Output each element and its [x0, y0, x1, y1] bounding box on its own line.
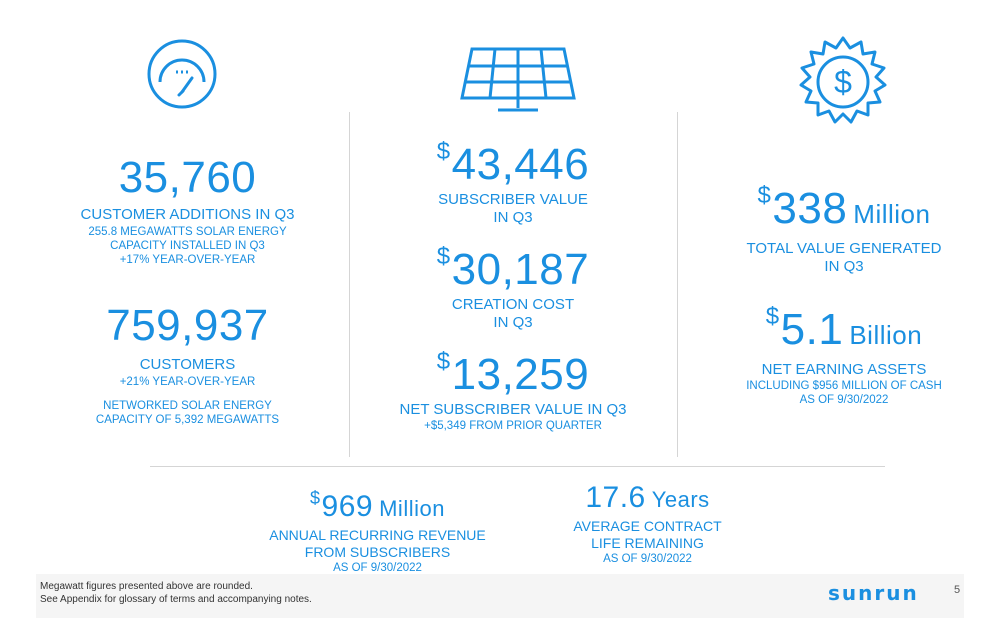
stat-customers: 759,937 CUSTOMERS +21% YEAR-OVER-YEAR NE…: [40, 302, 335, 427]
stat-annual-recurring-revenue: $969 Million ANNUAL RECURRING REVENUE FRO…: [240, 480, 515, 575]
currency-symbol: $: [765, 303, 780, 330]
contract-life-as-of: AS OF 9/30/2022: [603, 553, 692, 565]
customers-value: 759,937: [106, 301, 269, 350]
creation-cost-label-line2: IN Q3: [493, 314, 533, 331]
sunrun-logo: sunrun: [828, 581, 919, 605]
currency-symbol: $: [436, 348, 451, 375]
dollar-badge-icon: $: [799, 36, 887, 124]
networked-capacity-line1: NETWORKED SOLAR ENERGY: [103, 400, 272, 412]
footnote-appendix: See Appendix for glossary of terms and a…: [40, 594, 312, 605]
creation-cost-amount: 30,187: [451, 245, 590, 294]
svg-text:$: $: [834, 64, 852, 100]
net-earning-assets-amount: 5.1: [780, 305, 844, 354]
net-earning-assets-label: NET EARNING ASSETS: [761, 361, 927, 378]
subscriber-value-amount: 43,446: [451, 140, 590, 189]
creation-cost-label-line1: CREATION COST: [451, 296, 575, 313]
net-subscriber-value-change: +$5,349 FROM PRIOR QUARTER: [424, 420, 602, 432]
total-value-amount: 338: [772, 184, 848, 233]
total-value-label-line2: IN Q3: [824, 258, 864, 275]
networked-capacity-line2: CAPACITY OF 5,392 MEGAWATTS: [95, 414, 280, 426]
customers-label: CUSTOMERS: [139, 356, 236, 373]
capacity-installed-line3: +17% YEAR-OVER-YEAR: [119, 254, 256, 266]
capacity-installed-line1: 255.8 MEGAWATTS SOLAR ENERGY: [88, 226, 287, 238]
net-subscriber-value-amount: 13,259: [451, 350, 590, 399]
arr-unit: Million: [379, 496, 445, 521]
customer-additions-label: CUSTOMER ADDITIONS IN Q3: [80, 206, 295, 223]
net-earning-assets-sub-line1: INCLUDING $956 MILLION OF CASH: [746, 380, 942, 392]
customers-growth: +21% YEAR-OVER-YEAR: [119, 376, 256, 388]
contract-life-amount: 17.6: [585, 481, 646, 514]
stat-customer-additions: 35,760 CUSTOMER ADDITIONS IN Q3 255.8 ME…: [40, 154, 335, 267]
net-earning-assets-sub-line2: AS OF 9/30/2022: [799, 394, 889, 406]
net-earning-assets-unit: Billion: [849, 320, 923, 350]
solar-panel-icon: [460, 47, 576, 112]
arr-amount: 969: [321, 490, 374, 523]
divider-right: [677, 112, 678, 457]
currency-symbol: $: [436, 243, 451, 270]
stat-net-earning-assets: $5.1 Billion NET EARNING ASSETS INCLUDING…: [688, 293, 1000, 407]
divider-bottom: [150, 466, 885, 467]
stat-creation-cost: $30,187 CREATION COST IN Q3: [360, 233, 666, 332]
total-value-label-line1: TOTAL VALUE GENERATED: [746, 240, 942, 257]
contract-life-unit: Years: [651, 487, 710, 512]
page-number: 5: [954, 584, 961, 596]
capacity-installed-line2: CAPACITY INSTALLED IN Q3: [110, 240, 265, 252]
contract-life-label-line2: LIFE REMAINING: [591, 535, 704, 551]
stat-subscriber-value: $43,446 SUBSCRIBER VALUE IN Q3: [360, 128, 666, 227]
total-value-unit: Million: [853, 199, 931, 229]
divider-left: [349, 112, 350, 457]
stat-contract-life: 17.6 Years AVERAGE CONTRACT LIFE REMAININ…: [540, 480, 755, 566]
currency-symbol: $: [310, 488, 321, 508]
currency-symbol: $: [436, 138, 451, 165]
arr-as-of: AS OF 9/30/2022: [333, 562, 422, 574]
gauge-icon: [147, 39, 217, 109]
customer-additions-value: 35,760: [118, 153, 257, 202]
stat-total-value-generated: $338 Million TOTAL VALUE GENERATED IN Q3: [688, 172, 1000, 276]
subscriber-value-label-line2: IN Q3: [493, 209, 533, 226]
footer: Megawatt figures presented above are rou…: [36, 574, 964, 618]
subscriber-value-label-line1: SUBSCRIBER VALUE: [438, 191, 588, 208]
contract-life-label-line1: AVERAGE CONTRACT: [573, 518, 722, 534]
stat-net-subscriber-value: $13,259 NET SUBSCRIBER VALUE IN Q3 +$5,3…: [360, 338, 666, 433]
currency-symbol: $: [757, 182, 772, 209]
arr-label-line1: ANNUAL RECURRING REVENUE: [269, 527, 486, 543]
arr-label-line2: FROM SUBSCRIBERS: [304, 544, 451, 560]
footnote-rounded: Megawatt figures presented above are rou…: [40, 581, 253, 592]
net-subscriber-value-label: NET SUBSCRIBER VALUE IN Q3: [399, 401, 627, 418]
